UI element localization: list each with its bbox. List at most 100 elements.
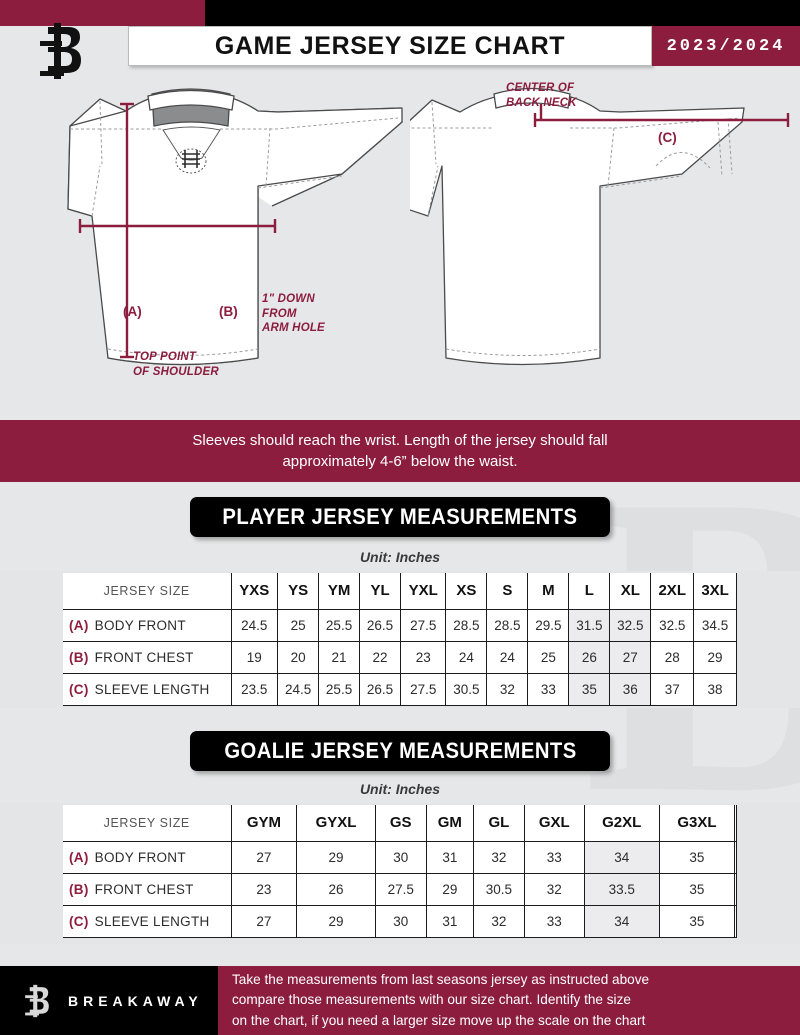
measurement-cell: 35 <box>658 904 736 938</box>
measurement-cell: 23.5 <box>230 672 279 706</box>
measurement-cell: 27 <box>230 840 298 874</box>
neck-label-line1: CENTER OF <box>506 82 575 94</box>
size-column-header: GM <box>425 805 474 842</box>
measurement-cell: 32 <box>486 672 529 706</box>
footer-brand-name: BREAKAWAY <box>68 992 203 1009</box>
table-row: (A) BODY FRONT 27 29 30 31 32 33 34 35 <box>63 840 737 874</box>
size-column-header: YXL <box>400 573 447 610</box>
measurement-cell: 27.5 <box>400 672 447 706</box>
breakaway-b-logo-icon <box>38 23 90 79</box>
player-table-body: (A) BODY FRONT 24.5 25 25.5 26.5 27.5 28.5 28.5 2… <box>63 608 737 706</box>
measurement-cell: 33 <box>523 840 585 874</box>
size-column-header: GXL <box>523 805 585 842</box>
measurement-cell: 23 <box>230 872 298 906</box>
a-label-line2: OF SHOULDER <box>133 365 219 378</box>
size-column-header: GYXL <box>296 805 376 842</box>
size-column-header: GL <box>472 805 525 842</box>
measurement-cell: 29 <box>425 872 474 906</box>
player-heading-text: PLAYER JERSEY MEASUREMENTS <box>222 504 578 529</box>
measurement-cell: 20 <box>277 640 320 674</box>
jersey-front-illustration <box>67 88 403 366</box>
back-measure-c-tag: (C) <box>658 130 677 145</box>
measurement-cell: 33 <box>527 672 570 706</box>
measurement-cell: 32.5 <box>609 608 652 642</box>
breakaway-b-logo-icon <box>24 984 54 1018</box>
size-column-header: YS <box>277 573 320 610</box>
measurement-cell: 24 <box>486 640 529 674</box>
size-column-header <box>734 805 737 842</box>
measurement-cell: 21 <box>318 640 361 674</box>
measurement-cell: 32 <box>523 872 585 906</box>
size-column-header: L <box>568 573 611 610</box>
jersey-size-header: JERSEY SIZE <box>63 805 231 842</box>
size-column-header: YM <box>318 573 361 610</box>
measurement-cell: 25 <box>277 608 320 642</box>
measurement-cell: 35 <box>658 872 736 906</box>
measurement-row-label: (C) SLEEVE LENGTH <box>63 904 232 938</box>
player-section-heading: PLAYER JERSEY MEASUREMENTS <box>190 497 610 537</box>
front-measure-a-tag: (A) <box>123 304 142 319</box>
measurement-cell: 33 <box>523 904 585 938</box>
measurement-cell: 36 <box>609 672 652 706</box>
measurement-cell: 27 <box>230 904 298 938</box>
measurement-row-label: (B) FRONT CHEST <box>63 872 232 906</box>
measurement-cell: 33.5 <box>583 872 660 906</box>
top-strip-maroon <box>0 0 205 26</box>
size-column-header: G2XL <box>583 805 660 842</box>
jersey-back-illustration <box>410 87 790 366</box>
size-column-header: 2XL <box>650 573 695 610</box>
measurement-cell: 30.5 <box>445 672 488 706</box>
measurement-cell: 37 <box>650 672 695 706</box>
measurement-cell: 27.5 <box>374 872 427 906</box>
measurement-cell: 28.5 <box>486 608 529 642</box>
footer-brand-block: BREAKAWAY <box>0 966 218 1035</box>
measurement-cell: 32 <box>472 840 525 874</box>
player-header-row: JERSEY SIZE YXS YS YM YL YXL XS S M L XL 2XL 3XL <box>63 573 737 610</box>
fit-note-band: Sleeves should reach the wrist. Length o… <box>0 420 800 482</box>
measurement-tag: (C) <box>69 681 89 697</box>
table-row: (B) FRONT CHEST 23 26 27.5 29 30.5 32 33.5 35 <box>63 872 737 906</box>
measurement-row-label: (C) SLEEVE LENGTH <box>63 672 232 706</box>
front-measure-b-label: 1" DOWN FROM ARM HOLE <box>262 292 325 336</box>
measurement-cell: 25.5 <box>318 608 361 642</box>
season-badge: 2023/2024 <box>652 26 800 66</box>
measurement-tag: (C) <box>69 913 89 929</box>
goalie-table-body: (A) BODY FRONT 27 29 30 31 32 33 34 35 (B) FRONT CH… <box>63 840 737 938</box>
measurement-row-label: (A) BODY FRONT <box>63 840 232 874</box>
size-column-header: G3XL <box>658 805 736 842</box>
front-measure-a-label: TOP POINT OF SHOULDER <box>133 350 219 379</box>
size-column-header: M <box>527 573 570 610</box>
measurement-cell: 34 <box>583 904 660 938</box>
measurement-cell: 30 <box>374 840 427 874</box>
front-measure-b-tag: (B) <box>219 304 238 319</box>
goalie-unit-label: Unit: Inches <box>359 781 441 797</box>
table-row: (C) SLEEVE LENGTH 23.5 24.5 25.5 26.5 27.5 30.5… <box>63 672 737 706</box>
footer-line1: Take the measurements from last seasons … <box>232 971 650 987</box>
measurement-cell <box>734 872 737 906</box>
measurement-cell: 31.5 <box>568 608 611 642</box>
measurement-cell <box>734 904 737 938</box>
size-column-header: YXS <box>230 573 279 610</box>
size-column-header: XL <box>609 573 652 610</box>
measurement-cell: 29 <box>296 840 376 874</box>
size-column-header: XS <box>445 573 488 610</box>
page-title-box: GAME JERSEY SIZE CHART <box>128 26 652 66</box>
measurement-cell: 30 <box>374 904 427 938</box>
measurement-row-label: (A) BODY FRONT <box>63 608 232 642</box>
measurement-cell: 27.5 <box>400 608 447 642</box>
goalie-measurements-table: JERSEY SIZE GYM GYXL GS GM GL GXL G2XL G3XL (A) B… <box>63 805 737 938</box>
season-label: 2023/2024 <box>666 36 786 56</box>
measurement-cell: 38 <box>693 672 737 706</box>
measurement-cell: 24 <box>445 640 488 674</box>
measurement-cell: 27 <box>609 640 652 674</box>
measurement-cell: 35 <box>658 840 736 874</box>
fit-note-line2: approximately 4-6” below the waist. <box>282 453 518 470</box>
page-header: GAME JERSEY SIZE CHART 2023/2024 <box>0 23 800 79</box>
measurement-cell: 29.5 <box>527 608 570 642</box>
goalie-heading-text: GOALIE JERSEY MEASUREMENTS <box>223 738 577 763</box>
back-neck-label: CENTER OF BACK NECK <box>506 81 577 110</box>
measurement-cell: 26 <box>296 872 376 906</box>
page-footer: BREAKAWAY Take the measurements from las… <box>0 966 800 1035</box>
measurement-cell: 26.5 <box>359 672 402 706</box>
